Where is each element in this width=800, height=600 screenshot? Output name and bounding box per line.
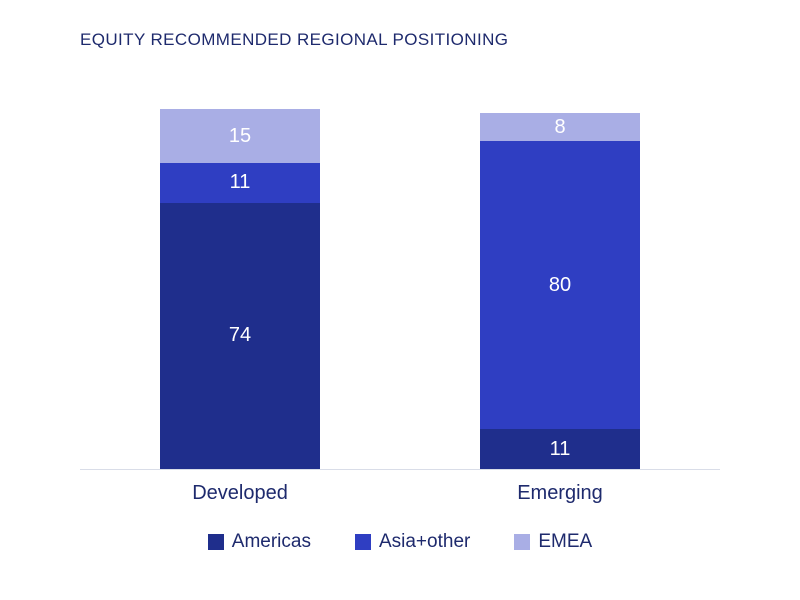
legend-label: Americas [232, 531, 311, 553]
stacked-bar: 11808 [480, 113, 640, 469]
legend-swatch [355, 534, 371, 550]
bar-group: 11808 [480, 113, 640, 469]
bar-segment-americas: 11 [480, 429, 640, 469]
chart-xaxis: Developed Emerging [80, 482, 720, 505]
xaxis-label: Developed [160, 482, 320, 505]
chart-title: EQUITY RECOMMENDED REGIONAL POSITIONING [80, 30, 720, 50]
chart-plot-area: 74111511808 [80, 110, 720, 470]
chart-legend: Americas Asia+other EMEA [80, 531, 720, 553]
bar-segment-asia_other: 80 [480, 141, 640, 429]
xaxis-label: Emerging [480, 482, 640, 505]
bar-segment-emea: 15 [160, 109, 320, 163]
legend-swatch [208, 534, 224, 550]
bar-group: 741115 [160, 109, 320, 469]
chart-container: EQUITY RECOMMENDED REGIONAL POSITIONING … [0, 0, 800, 573]
legend-swatch [514, 534, 530, 550]
legend-label: Asia+other [379, 531, 470, 553]
legend-item-asia_other: Asia+other [355, 531, 470, 553]
stacked-bar: 741115 [160, 109, 320, 469]
bar-segment-americas: 74 [160, 203, 320, 469]
legend-item-emea: EMEA [514, 531, 592, 553]
bar-segment-emea: 8 [480, 113, 640, 142]
legend-item-americas: Americas [208, 531, 311, 553]
bar-segment-asia_other: 11 [160, 163, 320, 203]
legend-label: EMEA [538, 531, 592, 553]
